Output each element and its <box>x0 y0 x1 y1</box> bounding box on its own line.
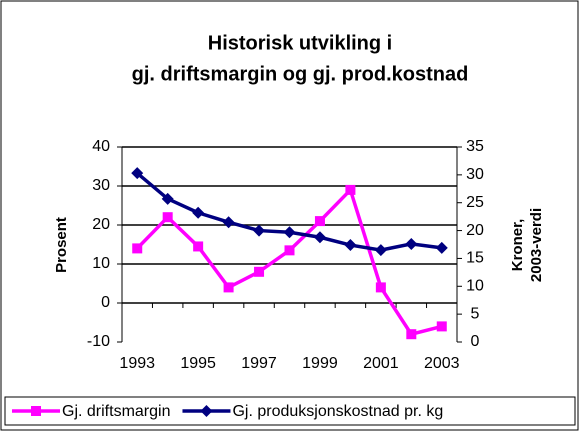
chart-title: gj. driftsmargin og gj. prod.kostnad <box>132 63 469 85</box>
marker <box>132 243 143 254</box>
x-tick-label: 1993 <box>119 355 155 372</box>
marker <box>161 192 174 205</box>
y2-tick-label: 0 <box>471 333 480 350</box>
y2-tick-label: 35 <box>466 138 484 155</box>
marker <box>436 321 447 332</box>
marker <box>192 206 205 219</box>
marker <box>313 231 326 244</box>
marker <box>254 266 265 277</box>
marker <box>31 406 41 416</box>
y-axis-label: Prosent <box>53 217 70 273</box>
y2-tick-label: 25 <box>466 194 484 211</box>
marker <box>435 241 448 254</box>
y-tick-label: 0 <box>101 294 110 311</box>
y-tick-label: 30 <box>92 177 110 194</box>
y-tick-label: 20 <box>92 216 110 233</box>
marker <box>284 245 295 256</box>
x-tick-label: 1995 <box>180 355 216 372</box>
x-tick-label: 1997 <box>241 355 277 372</box>
marker <box>131 167 144 180</box>
marker <box>314 216 325 227</box>
legend-label: Gj. produksjonskostnad pr. kg <box>232 403 443 420</box>
y2-tick-label: 30 <box>466 166 484 183</box>
y-tick-label: -10 <box>87 333 110 350</box>
marker <box>375 282 386 293</box>
marker <box>253 224 266 237</box>
legend-box <box>4 396 576 426</box>
marker <box>223 282 234 293</box>
legend-label: Gj. driftsmargin <box>62 403 170 420</box>
marker <box>345 184 356 195</box>
marker <box>193 241 204 252</box>
chart-title: Historisk utvikling i <box>208 32 392 54</box>
y2-tick-label: 20 <box>466 222 484 239</box>
y-tick-label: 40 <box>92 138 110 155</box>
marker <box>200 405 213 417</box>
x-tick-label: 1999 <box>302 355 338 372</box>
y2-axis-label: Kroner, <box>509 219 526 272</box>
marker <box>344 239 357 252</box>
marker <box>405 237 418 250</box>
marker <box>222 216 235 229</box>
marker <box>283 226 296 239</box>
y2-axis-label: 2003-verdi <box>528 208 545 282</box>
y-tick-label: 10 <box>92 255 110 272</box>
marker <box>406 329 417 340</box>
x-tick-label: 2003 <box>424 355 460 372</box>
marker <box>162 212 173 223</box>
y2-tick-label: 5 <box>471 305 480 322</box>
marker <box>374 244 387 257</box>
x-tick-label: 2001 <box>363 355 399 372</box>
y2-tick-label: 10 <box>466 278 484 295</box>
y2-tick-label: 15 <box>466 250 484 267</box>
